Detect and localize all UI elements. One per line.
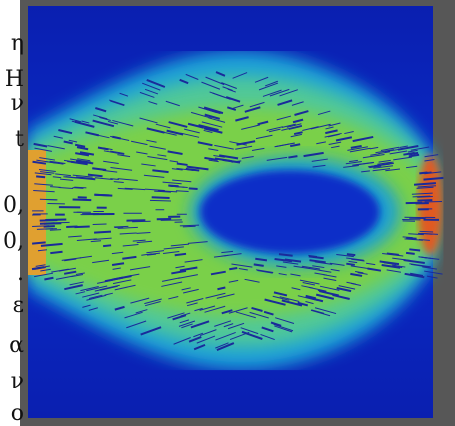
wake-core (200, 170, 380, 254)
text-fragment: 0, (0, 230, 24, 254)
vector-arrow (132, 221, 150, 222)
vector-arrow (103, 245, 111, 246)
vector-arrow (114, 226, 128, 227)
flow-visualization (0, 0, 455, 426)
vector-arrow (32, 226, 49, 227)
text-fragment: H (0, 68, 24, 92)
vector-arrow (152, 197, 170, 198)
vector-arrow (346, 264, 355, 265)
vector-arrow (288, 156, 297, 157)
text-fragment: o (0, 402, 24, 426)
vector-arrow (175, 254, 186, 255)
text-fragment: ν (0, 92, 24, 116)
inlet (28, 150, 46, 275)
text-fragment: 0, (0, 194, 24, 218)
vector-arrow (36, 176, 45, 177)
text-fragment: η (0, 32, 24, 56)
vector-arrow (229, 268, 237, 269)
vector-arrow (347, 254, 355, 255)
text-fragment: . (0, 262, 24, 286)
vector-arrow (50, 252, 62, 253)
vector-arrow (32, 242, 46, 243)
vector-arrow (94, 232, 111, 233)
vector-arrow (406, 238, 416, 239)
vector-arrow (40, 199, 58, 200)
vector-arrow (50, 230, 61, 231)
vector-arrow (403, 237, 413, 238)
vector-arrow (406, 253, 415, 254)
vector-arrow (189, 188, 198, 189)
vector-arrow (150, 200, 171, 201)
page: ηHνt0,0,.εανo (0, 0, 455, 426)
vector-arrow (409, 249, 420, 250)
text-fragment: ν (0, 370, 24, 394)
vector-arrow (94, 195, 109, 196)
vector-arrow (183, 226, 196, 227)
text-fragment: ε (0, 294, 24, 318)
vector-arrow (73, 200, 92, 201)
text-fragment: t (0, 128, 24, 152)
text-fragment: α (0, 334, 24, 358)
vector-arrow (45, 229, 57, 230)
